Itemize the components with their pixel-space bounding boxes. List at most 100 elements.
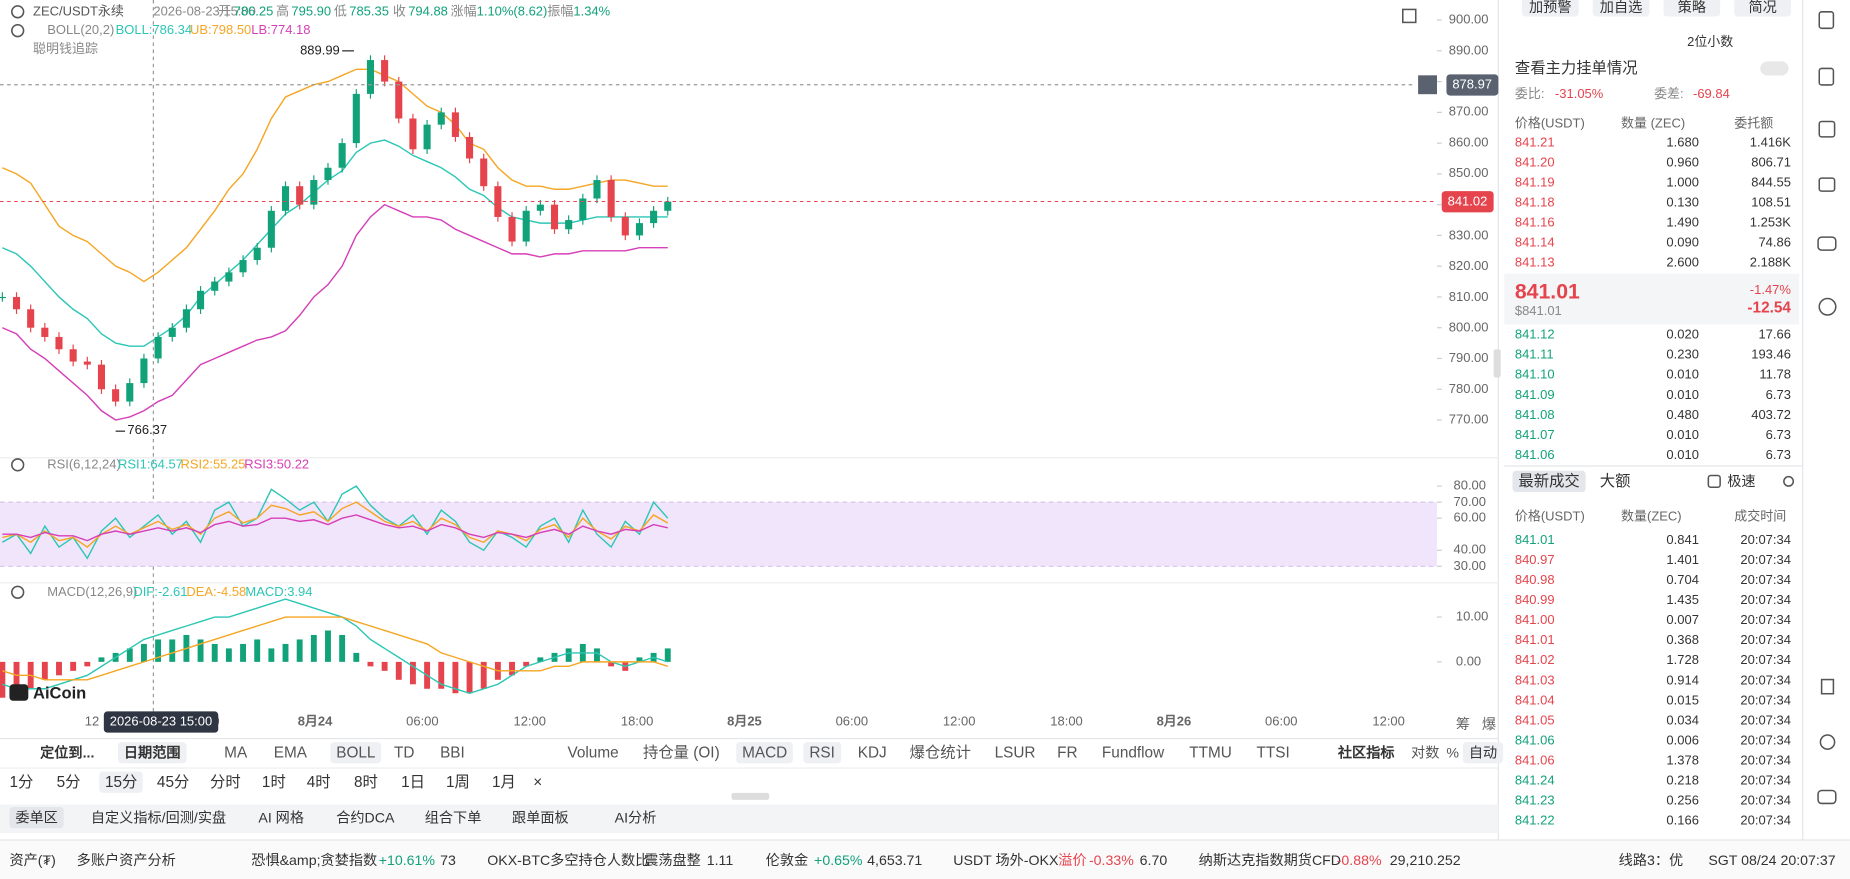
button[interactable]: 简况	[1748, 0, 1777, 16]
tab[interactable]: 合约DCA	[336, 809, 395, 826]
interval[interactable]: 1月	[491, 772, 516, 791]
indicator-tab[interactable]: MACD	[736, 742, 794, 764]
tab[interactable]: 最新成交	[1512, 470, 1586, 492]
macd-bar	[480, 661, 487, 689]
button[interactable]: 策略	[1677, 0, 1707, 16]
rsi-line	[2, 501, 669, 548]
time: 2026-08-23 15:00	[153, 4, 256, 19]
icon[interactable]	[11, 585, 25, 599]
icon[interactable]	[1818, 177, 1836, 192]
interval[interactable]: 1时	[261, 772, 286, 791]
tab[interactable]: AI 网格	[258, 809, 305, 826]
indicator-tab[interactable]: BBI	[440, 743, 465, 761]
icon[interactable]	[1783, 475, 1795, 487]
button-bg[interactable]	[1592, 0, 1650, 17]
indicator-tab[interactable]: Volume	[567, 743, 619, 761]
handle[interactable]	[1493, 349, 1501, 378]
indicator-tab[interactable]: TD	[394, 743, 415, 761]
interval[interactable]: 15分	[99, 771, 144, 793]
icon[interactable]	[1818, 297, 1837, 316]
indicator-tab[interactable]: BOLL	[330, 742, 382, 764]
button[interactable]: 社区指标	[1337, 744, 1395, 761]
tab[interactable]: 组合下单	[424, 809, 482, 826]
tab[interactable]: 自定义指标/回测/实盘	[90, 809, 227, 826]
indicator-tab[interactable]: TTSI	[1256, 743, 1290, 761]
amount: 193.46	[1751, 348, 1791, 363]
x-tick-label: 06:00	[1265, 714, 1298, 730]
macd-bar	[282, 643, 289, 662]
macd-bar	[155, 639, 162, 662]
indicator-tab[interactable]: EMA	[273, 743, 307, 761]
price: 841.23	[1514, 794, 1555, 809]
select[interactable]: 2位小数	[1687, 35, 1734, 50]
button[interactable]: 自动	[1462, 742, 1504, 764]
macd-bar	[664, 648, 671, 662]
button[interactable]: 日期范围	[117, 742, 187, 764]
indicator-tab[interactable]: 持仓量 (OI)	[642, 743, 720, 761]
interval[interactable]: 5分	[56, 772, 81, 791]
candle	[197, 290, 205, 310]
icon[interactable]	[11, 458, 25, 472]
candle	[607, 180, 615, 217]
icon[interactable]	[1817, 236, 1837, 251]
icon[interactable]	[1820, 678, 1835, 695]
indicator-tab[interactable]: RSI	[803, 742, 841, 764]
indicator-tab[interactable]: TTMU	[1189, 743, 1232, 761]
icon[interactable]	[1817, 789, 1837, 805]
price: 840.97	[1514, 553, 1555, 568]
interval[interactable]: 1日	[401, 772, 426, 791]
interval[interactable]: 45分	[156, 772, 190, 791]
indicator-tab[interactable]: LSUR	[994, 743, 1036, 761]
x-tick-label: 06:00	[835, 714, 869, 730]
indicator-tab[interactable]: MA	[224, 743, 248, 761]
status-item: 4,653.71	[867, 851, 923, 869]
qty: 1.000	[1666, 175, 1699, 190]
interval[interactable]: ×	[533, 772, 543, 791]
handle[interactable]	[731, 792, 770, 800]
interval[interactable]: 4时	[306, 772, 331, 791]
status-item: 溢价	[1058, 851, 1087, 869]
link[interactable]: 查看主力挂单情况	[1514, 58, 1638, 77]
qty: 0.006	[1666, 733, 1699, 748]
tab[interactable]: AI分析	[614, 809, 657, 826]
interval[interactable]: 8时	[353, 772, 378, 791]
button[interactable]: 对数	[1411, 744, 1440, 761]
interval[interactable]: 1周	[445, 772, 470, 791]
icon[interactable]	[11, 24, 25, 38]
qty: 0.007	[1666, 613, 1699, 628]
tab[interactable]: 委单区	[9, 806, 64, 829]
interval[interactable]: 分时	[210, 772, 241, 791]
candle	[579, 198, 587, 221]
tab[interactable]: 大额	[1599, 471, 1631, 490]
button[interactable]: %	[1446, 744, 1460, 761]
button[interactable]: 加预警	[1529, 0, 1572, 16]
tab[interactable]: 跟单面板	[512, 809, 569, 826]
toggle[interactable]	[1760, 61, 1789, 76]
x-tick-label: 12:00	[942, 714, 976, 730]
icon[interactable]	[1402, 8, 1417, 24]
button-bg[interactable]	[1663, 0, 1721, 17]
icon[interactable]	[1819, 734, 1836, 750]
candle	[635, 223, 643, 236]
checkbox-label[interactable]: 极速	[1727, 473, 1756, 490]
checkbox[interactable]	[1707, 474, 1721, 489]
indicator-tab[interactable]: Fundflow	[1101, 743, 1165, 761]
boll-line	[2, 203, 668, 421]
indicator-tab[interactable]: KDJ	[857, 743, 887, 761]
icon[interactable]	[11, 5, 25, 19]
interval[interactable]: 1分	[9, 772, 34, 791]
button-bg[interactable]	[1734, 0, 1791, 17]
indicator-tab[interactable]: 爆仓统计	[909, 743, 971, 761]
button[interactable]: 加自选	[1599, 0, 1643, 16]
icon[interactable]	[1818, 11, 1835, 30]
y-tick-label: 850.00	[1448, 166, 1489, 181]
x-tick-label: 12	[84, 714, 100, 730]
indicator-tab[interactable]: FR	[1057, 743, 1078, 761]
button[interactable]: 定位到...	[40, 744, 95, 761]
axis-extra: 爆	[1481, 716, 1497, 733]
icon[interactable]	[1818, 120, 1836, 138]
price: 841.18	[1514, 195, 1555, 211]
icon[interactable]	[1818, 67, 1835, 86]
button-bg[interactable]	[1521, 0, 1579, 17]
